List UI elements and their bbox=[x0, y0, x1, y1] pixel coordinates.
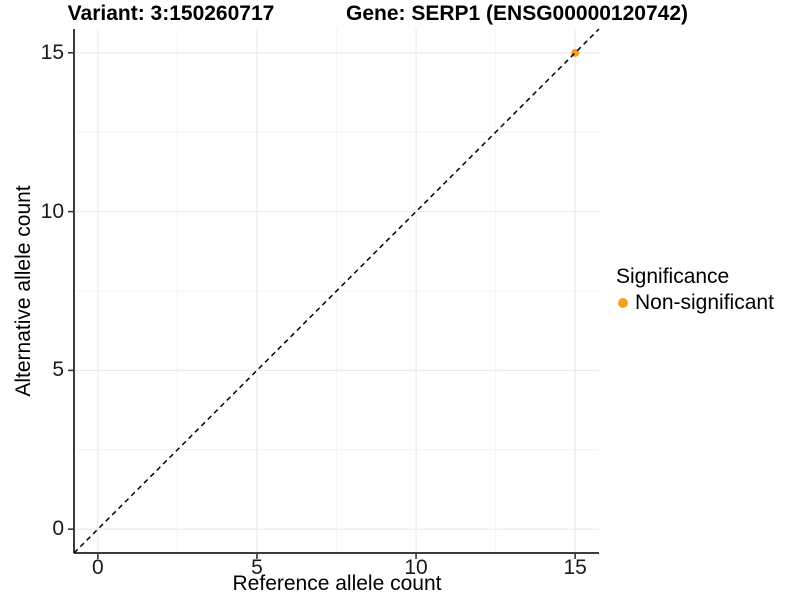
legend: Significance Non-significant bbox=[616, 265, 774, 315]
plot-title-variant: Variant: 3:150260717 bbox=[67, 2, 275, 25]
x-tick-label: 10 bbox=[404, 556, 428, 579]
plot-title-gene: Gene: SERP1 (ENSG00000120742) bbox=[345, 2, 689, 25]
legend-item-non-significant: Non-significant bbox=[616, 291, 774, 315]
identity-dashed-line bbox=[73, 28, 600, 554]
y-tick-label: 5 bbox=[52, 358, 64, 382]
x-tick-label: 15 bbox=[563, 556, 587, 579]
legend-item-label: Non-significant bbox=[635, 291, 774, 314]
y-tick-label: 15 bbox=[40, 40, 64, 64]
x-axis-title: Reference allele count bbox=[232, 572, 442, 595]
x-tick-label: 0 bbox=[92, 556, 104, 579]
legend-title: Significance bbox=[616, 265, 730, 288]
legend-point-icon bbox=[618, 298, 628, 308]
x-tick-label: 5 bbox=[251, 556, 263, 579]
y-tick-label: 10 bbox=[40, 199, 64, 223]
y-tick-label: 0 bbox=[52, 517, 64, 541]
